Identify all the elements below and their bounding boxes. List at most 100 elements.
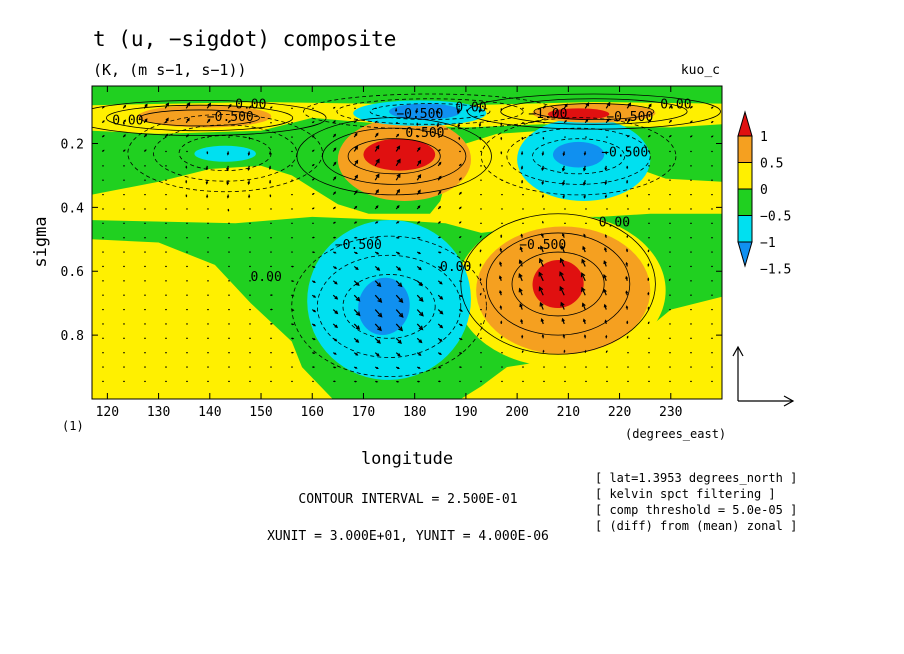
vector-arrowhead [460, 338, 463, 341]
vector-arrowhead [291, 351, 295, 354]
vector-arrowhead [435, 110, 440, 115]
contour-ring [303, 93, 557, 130]
vector-arrowhead [102, 105, 105, 109]
contour-ring [347, 138, 441, 175]
vector-arrowhead [538, 286, 544, 292]
vector-arrowhead [102, 149, 105, 152]
vector-arrowhead [538, 257, 544, 264]
vector-arrowhead [249, 105, 252, 108]
vector-arrowhead [500, 152, 503, 155]
vector-arrowhead [312, 149, 315, 152]
vector-arrowhead [355, 266, 359, 271]
vector-arrowhead [542, 349, 545, 352]
chart-units: (K, (m s−1, s−1)) [93, 61, 247, 79]
contour-ring [533, 103, 655, 120]
colorbar-segment [737, 162, 753, 190]
contour-label: 0.00 [235, 97, 266, 112]
vector-arrowhead [354, 380, 358, 383]
vector-arrowhead [354, 145, 358, 150]
colorbar-label: −1 [760, 236, 776, 251]
vector-arrowhead [542, 137, 545, 140]
vector-arrowhead [354, 189, 358, 194]
vector-arrowhead [559, 285, 564, 291]
vector-arrowhead [603, 303, 607, 308]
vector-arrowhead [562, 153, 566, 157]
vector-arrowhead [500, 108, 503, 112]
colorbar: 1 0.5 0 −0.5 −1 −1.5 [737, 110, 791, 278]
vector-arrowhead [438, 236, 442, 239]
vector-arrowhead [102, 134, 105, 137]
colorbar-label: 0 [760, 183, 768, 198]
x-tick-label: 230 [659, 405, 682, 420]
vector-arrowhead [604, 195, 608, 199]
shaded-fields [92, 86, 722, 399]
vector-arrowhead [604, 181, 608, 186]
vector-arrowhead [627, 118, 631, 122]
vector-arrowhead [123, 119, 127, 122]
vector-arrowhead [377, 297, 383, 303]
vector-arrowhead [520, 167, 524, 170]
reference-vector [732, 345, 795, 407]
vector-arrowhead [604, 246, 607, 251]
vector-arrowhead [520, 318, 524, 323]
vector-arrowhead [376, 353, 380, 357]
contour-label: −0.500 [606, 110, 653, 125]
vector-arrowhead [458, 137, 461, 141]
vector-arrowhead [312, 121, 315, 123]
vector-arrowhead [270, 106, 273, 109]
vector-arrowhead [561, 182, 566, 186]
vector-arrowhead [247, 181, 251, 186]
vector-arrowhead [562, 333, 566, 337]
vector-arrowhead [355, 296, 361, 302]
vector-arrow [559, 271, 565, 282]
vector-arrowhead [521, 137, 524, 141]
vector-arrowhead [479, 249, 482, 252]
colorbar-label: 1 [760, 130, 768, 145]
vector-arrowhead [397, 339, 402, 345]
note-line: [ kelvin spct filtering ] [595, 487, 776, 501]
vector-arrowhead [334, 310, 339, 315]
vector-arrowhead [499, 305, 503, 309]
vector-arrowhead [376, 366, 379, 369]
vector-arrowhead [648, 103, 652, 107]
vector-arrowhead [627, 135, 630, 137]
vector-arrowhead [439, 266, 443, 269]
contour-ring [485, 232, 631, 336]
vector-arrow [395, 309, 404, 318]
vector-arrowhead [397, 252, 401, 255]
vector-arrowhead [518, 287, 523, 293]
vector-arrowhead [418, 353, 422, 356]
vector-arrowhead [603, 288, 607, 293]
vector-arrowhead [581, 302, 586, 307]
vector-arrowhead [500, 123, 503, 126]
vector-arrowhead [398, 298, 404, 304]
vector-arrowhead [582, 318, 586, 322]
vector-arrowhead [313, 352, 316, 355]
vector-arrowhead [144, 149, 147, 152]
vector-arrowhead [500, 234, 503, 237]
vector-arrowhead [396, 204, 400, 208]
vector-arrowhead [500, 137, 503, 141]
vector-arrowhead [438, 190, 442, 194]
vector-arrowhead [186, 134, 189, 137]
colorbar-segment [737, 135, 753, 163]
vector-arrowhead [355, 325, 361, 330]
vector-arrowhead [333, 380, 337, 383]
contour-label: −0.500 [519, 238, 566, 253]
vector-arrowhead [417, 146, 421, 151]
vector-arrowhead [606, 118, 610, 122]
vector-arrowhead [479, 277, 482, 281]
vector-arrowhead [626, 234, 629, 238]
vector-arrow [374, 294, 382, 303]
vector-arrowhead [144, 133, 148, 137]
vector-arrowhead [248, 137, 251, 140]
vector-arrowhead [625, 248, 629, 251]
vector-arrowhead [417, 135, 420, 138]
vector-arrowhead [355, 311, 361, 317]
vector-arrowhead [418, 251, 422, 255]
y-tick-label: 0.2 [61, 137, 84, 152]
vector-arrowhead [711, 135, 714, 138]
vector-arrowhead [539, 301, 544, 307]
vector-arrowhead [459, 163, 462, 166]
vector-arrowhead [270, 294, 274, 297]
